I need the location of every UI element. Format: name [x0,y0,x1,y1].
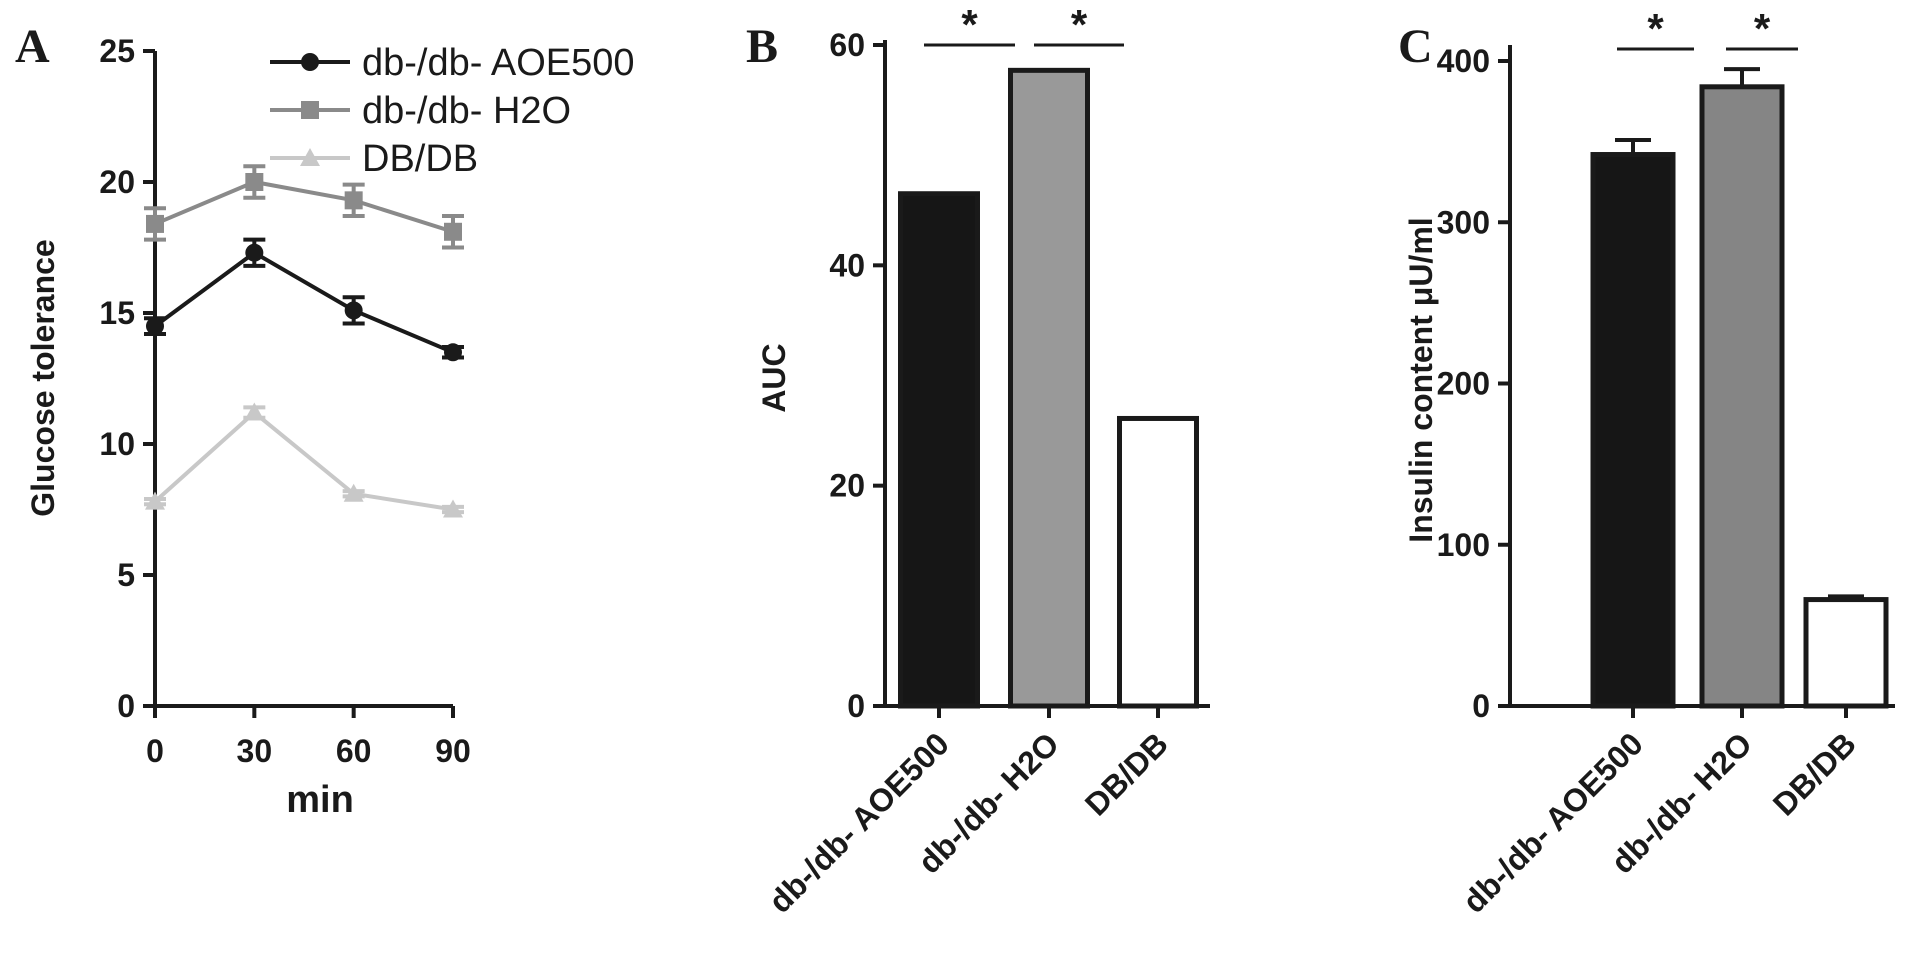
data-point [444,343,462,362]
category-label: db-/db- AOE500 [762,725,956,919]
data-point [343,483,364,502]
significance-star: * [1071,1,1088,48]
y-tick-label: 400 [1437,43,1490,79]
category-label: DB/DB [1078,725,1175,822]
x-tick-label: 60 [336,733,372,769]
legend-marker [300,148,320,166]
data-point [146,317,164,336]
data-point [145,491,165,510]
y-axis-title: AUC [756,343,792,412]
data-point [344,301,363,320]
data-point [146,214,164,233]
data-point [244,402,265,421]
y-tick-label: 15 [99,295,135,331]
y-tick-label: 20 [99,164,135,200]
y-tick-label: 10 [99,426,135,462]
data-point [344,191,363,210]
y-tick-label: 100 [1437,527,1490,563]
series-line-2 [153,409,454,512]
y-tick-label: 0 [847,688,865,724]
data-point [245,173,264,191]
panel-letter: C [1398,20,1433,73]
panel-letter: B [746,20,778,73]
x-axis-title: min [286,779,354,821]
y-tick-label: 25 [99,33,135,69]
y-tick-label: 0 [117,688,135,724]
legend-label: db-/db- H2O [362,90,571,132]
y-tick-label: 200 [1437,366,1490,402]
data-point [444,222,462,241]
legend-label: db-/db- AOE500 [362,42,635,84]
bar [1803,597,1889,709]
significance-star: * [961,1,978,48]
y-tick-label: 0 [1472,688,1490,724]
bar [1008,67,1090,709]
series-line-1 [154,179,454,234]
category-label: db-/db- AOE500 [1456,725,1650,919]
y-tick-label: 300 [1437,204,1490,240]
panel-a: A 0 5 10 15 20 25 0 30 60 90 min Glucose tolerance db… [15,20,635,821]
x-tick-label: 30 [237,733,273,769]
legend-label: DB/DB [362,138,478,180]
series-line-0 [153,250,454,355]
x-tick-label: 0 [146,733,164,769]
significance-star: * [1754,5,1771,52]
data-point [245,243,264,262]
category-label: DB/DB [1766,725,1863,822]
y-tick-label: 40 [829,247,865,283]
data-point [443,499,463,518]
bar [898,191,980,709]
bar [1590,152,1676,709]
x-tick-label: 90 [435,733,471,769]
y-tick-label: 60 [829,27,865,63]
panel-c: C 0 100 200 300 400 Insulin content μU/ml db-/d… [1398,5,1895,920]
y-tick-label: 20 [829,468,865,504]
legend-marker [301,101,319,119]
bar [1117,415,1199,709]
legend-marker [301,53,319,71]
y-axis-title: Glucose tolerance [25,239,61,516]
bar [1699,84,1785,709]
y-tick-label: 5 [117,557,135,593]
y-axis-title: Insulin content μU/ml [1403,217,1439,542]
panel-letter: A [15,20,50,73]
significance-star: * [1647,5,1664,52]
